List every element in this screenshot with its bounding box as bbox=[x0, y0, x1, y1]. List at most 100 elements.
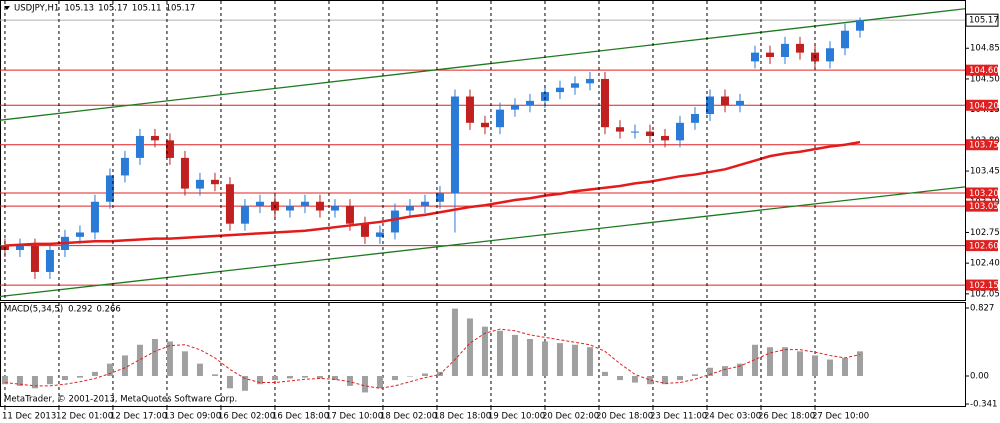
candle-body bbox=[780, 43, 789, 58]
y-tick-label: 102.40 bbox=[970, 259, 1000, 269]
macd-bar bbox=[736, 363, 743, 376]
macd-bar bbox=[826, 359, 833, 376]
level-label-box bbox=[966, 187, 998, 199]
macd-bar bbox=[376, 375, 383, 389]
candle-body bbox=[495, 109, 504, 128]
level-label: 102.15 bbox=[969, 281, 999, 291]
candle-body bbox=[795, 43, 804, 53]
header-value: 105.11 bbox=[132, 4, 162, 14]
candle-body bbox=[300, 201, 309, 207]
y-tick-label: 0.827 bbox=[970, 304, 994, 314]
macd-bar bbox=[361, 375, 368, 393]
level-label: 103.20 bbox=[969, 189, 999, 199]
macd-bar bbox=[331, 375, 338, 381]
macd-bar bbox=[631, 375, 638, 383]
trend-channel-line bbox=[0, 8, 966, 121]
candle-body bbox=[735, 100, 744, 106]
candle-body bbox=[435, 192, 444, 202]
candle-body bbox=[705, 96, 714, 115]
candle-body bbox=[825, 48, 834, 62]
x-tick-label: 19 Dec 10:00 bbox=[488, 412, 545, 422]
macd-bar bbox=[616, 375, 623, 381]
macd-bar bbox=[391, 375, 398, 381]
macd-bar bbox=[676, 375, 683, 381]
candle-body bbox=[660, 135, 669, 141]
candle-body bbox=[570, 83, 579, 88]
level-label-box bbox=[966, 240, 998, 252]
header-value: 0.266 bbox=[97, 305, 121, 315]
candle-body bbox=[480, 122, 489, 128]
macd-bar bbox=[316, 375, 323, 379]
y-tick-label: 104.85 bbox=[970, 44, 1000, 54]
menu-triangle[interactable] bbox=[4, 6, 10, 10]
candle-body bbox=[105, 175, 114, 202]
indicator-title: USDJPY,H1 bbox=[14, 4, 59, 14]
x-tick-label: 12 Dec 17:00 bbox=[110, 412, 167, 422]
candle-body bbox=[225, 184, 234, 224]
candle-body bbox=[15, 245, 24, 250]
candle-body bbox=[120, 157, 129, 176]
candle-body bbox=[510, 105, 519, 110]
candle-body bbox=[840, 30, 849, 49]
macd-bar bbox=[691, 374, 698, 376]
candle-body bbox=[645, 131, 654, 136]
candle-body bbox=[525, 100, 534, 106]
y-tick-label: 102.05 bbox=[970, 289, 1000, 299]
macd-bar bbox=[121, 355, 128, 376]
macd-bar bbox=[346, 375, 353, 386]
main-frame bbox=[0, 0, 966, 301]
macd-bar bbox=[166, 341, 173, 376]
macd-bar bbox=[781, 347, 788, 376]
level-label-box bbox=[966, 200, 998, 212]
y-tick-label: 102.75 bbox=[970, 228, 1000, 238]
candle-body bbox=[135, 135, 144, 158]
macd-bar bbox=[526, 339, 533, 376]
macd-bar bbox=[286, 375, 293, 379]
macd-bar bbox=[481, 326, 488, 376]
macd-bar bbox=[766, 347, 773, 376]
macd-bar bbox=[796, 351, 803, 376]
macd-bar bbox=[451, 308, 458, 376]
level-label-box bbox=[966, 64, 998, 76]
candle-body bbox=[540, 92, 549, 101]
x-tick-label: 18 Dec 18:00 bbox=[434, 412, 491, 422]
header-value: 0.292 bbox=[68, 305, 92, 315]
candle-body bbox=[165, 140, 174, 158]
macd-bar bbox=[136, 344, 143, 376]
indicator-title: MACD(5,34,5) bbox=[4, 305, 63, 315]
candle-body bbox=[180, 157, 189, 189]
last-price-box bbox=[965, 13, 999, 27]
candle-body bbox=[30, 245, 39, 272]
macd-bar bbox=[76, 375, 83, 378]
macd-bar bbox=[466, 318, 473, 376]
last-price-label: 105.17 bbox=[969, 16, 999, 26]
y-tick-label: 0.00 bbox=[970, 371, 989, 381]
macd-bar bbox=[541, 341, 548, 376]
candle-body bbox=[720, 96, 729, 106]
candle-body bbox=[855, 20, 864, 31]
y-tick-label: 103.45 bbox=[970, 167, 1000, 177]
x-tick-label: 16 Dec 02:00 bbox=[218, 412, 275, 422]
candle-body bbox=[255, 201, 264, 207]
macd-bar bbox=[421, 373, 428, 376]
macd-bar bbox=[91, 371, 98, 376]
macd-bar bbox=[256, 375, 263, 385]
header-value: 105.17 bbox=[166, 4, 196, 14]
macd-bar bbox=[571, 344, 578, 376]
macd-bar bbox=[811, 355, 818, 376]
candle-body bbox=[600, 78, 609, 128]
x-tick-label: 13 Dec 09:00 bbox=[164, 412, 221, 422]
macd-bar bbox=[496, 330, 503, 376]
macd-bar bbox=[751, 344, 758, 376]
macd-bar bbox=[61, 375, 68, 381]
candle-body bbox=[90, 201, 99, 233]
macd-bar bbox=[241, 375, 248, 391]
moving-average bbox=[4, 140, 861, 247]
macd-bar bbox=[106, 363, 113, 376]
macd-bar bbox=[1, 375, 8, 385]
x-tick-label: 27 Dec 10:00 bbox=[812, 412, 869, 422]
x-tick-label: 23 Dec 11:00 bbox=[650, 412, 707, 422]
header-value: 105.13 bbox=[64, 4, 94, 14]
candle-body bbox=[585, 78, 594, 84]
